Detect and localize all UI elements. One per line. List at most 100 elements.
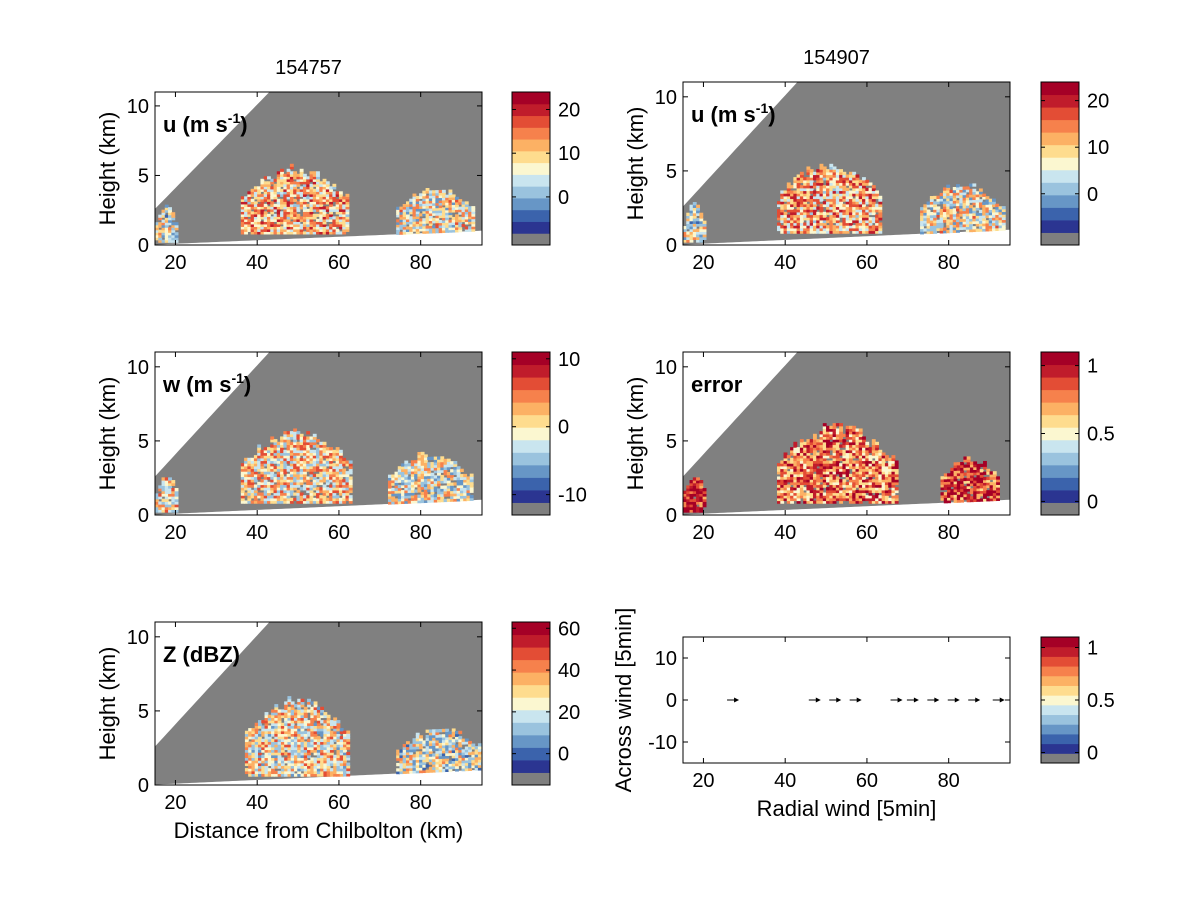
echo-cell	[290, 720, 295, 724]
echo-cell	[286, 171, 291, 175]
echo-cell	[297, 730, 302, 735]
echo-cell	[855, 463, 860, 467]
echo-cell	[264, 749, 269, 753]
echo-cell	[412, 198, 417, 202]
echo-cell	[284, 736, 289, 740]
echo-cell	[306, 186, 311, 190]
echo-cell	[342, 201, 347, 205]
echo-cell	[848, 500, 853, 504]
echo-cell	[464, 218, 469, 222]
echo-cell	[322, 183, 327, 187]
echo-cell	[303, 752, 308, 756]
echo-cell	[342, 226, 347, 230]
echo-cell	[969, 496, 974, 500]
echo-cell	[297, 736, 302, 740]
echo-cell	[240, 497, 245, 502]
echo-cell	[309, 216, 314, 220]
echo-cell	[799, 219, 804, 224]
echo-cell	[832, 169, 837, 173]
echo-cell	[888, 476, 893, 480]
echo-cell	[845, 214, 850, 218]
echo-cell	[260, 223, 265, 227]
panel-label: w (m s-1)	[162, 370, 251, 397]
echo-cell	[829, 219, 834, 224]
echo-cell	[287, 768, 292, 772]
echo-cell	[992, 497, 997, 502]
echo-cell	[806, 479, 811, 483]
echo-cell	[325, 487, 330, 491]
echo-cell	[287, 706, 292, 711]
echo-cell	[852, 425, 857, 430]
echo-cell	[430, 475, 435, 479]
echo-cell	[796, 227, 801, 232]
echo-cell	[862, 444, 866, 448]
echo-cell	[826, 230, 830, 234]
echo-cell	[686, 493, 691, 497]
echo-cell	[332, 221, 337, 225]
echo-cell	[283, 436, 288, 440]
echo-cell	[816, 455, 821, 459]
y-tick-label: 0	[666, 235, 677, 257]
echo-cell	[942, 203, 947, 207]
echo-cell	[401, 490, 405, 494]
echo-cell	[296, 203, 301, 207]
colorbar-segment	[512, 464, 550, 478]
echo-cell	[257, 444, 262, 448]
echo-cell	[284, 722, 289, 727]
echo-cell	[247, 484, 252, 488]
echo-cell	[164, 217, 169, 221]
echo-cell	[286, 487, 291, 491]
echo-cell	[289, 188, 294, 192]
echo-cell	[289, 228, 294, 232]
echo-cell	[783, 468, 788, 472]
echo-cell	[289, 211, 294, 215]
echo-cell	[293, 473, 298, 478]
echo-cell	[297, 722, 302, 727]
echo-cell	[456, 471, 461, 475]
echo-cell	[996, 481, 1000, 485]
echo-cell	[263, 211, 268, 215]
echo-cell	[428, 205, 433, 209]
echo-cell	[455, 224, 459, 228]
echo-cell	[996, 489, 1000, 493]
echo-cell	[430, 464, 435, 468]
echo-cell	[969, 488, 974, 492]
echo-cell	[270, 223, 275, 227]
echo-cell	[822, 447, 827, 451]
echo-cell	[419, 195, 423, 199]
echo-cell	[793, 492, 798, 496]
echo-cell	[420, 454, 425, 458]
echo-cell	[806, 171, 811, 176]
echo-cell	[277, 709, 282, 713]
echo-cell	[455, 204, 459, 208]
echo-cell	[266, 457, 271, 462]
echo-cell	[976, 487, 981, 492]
echo-cell	[829, 187, 834, 192]
echo-cell	[303, 725, 308, 729]
echo-cell	[965, 226, 970, 230]
echo-cell	[289, 457, 294, 462]
echo-cell	[303, 709, 308, 713]
echo-cell	[300, 768, 305, 772]
echo-cell	[865, 227, 870, 232]
echo-cell	[412, 218, 417, 222]
echo-cell	[404, 497, 409, 502]
echo-cell	[302, 198, 307, 202]
echo-cell	[319, 476, 324, 480]
echo-cell	[345, 495, 350, 499]
echo-cell	[277, 752, 282, 756]
echo-cell	[293, 226, 298, 230]
echo-cell	[302, 183, 307, 187]
echo-cell	[263, 479, 268, 483]
echo-cell	[816, 193, 821, 197]
echo-cell	[786, 187, 791, 192]
echo-cell	[342, 471, 347, 475]
echo-cell	[796, 230, 801, 234]
echo-cell	[868, 447, 873, 451]
echo-cell	[322, 191, 327, 195]
echo-cell	[819, 203, 824, 208]
echo-cell	[796, 457, 801, 462]
echo-cell	[271, 770, 275, 775]
echo-cell	[799, 471, 804, 475]
echo-cell	[783, 214, 788, 218]
